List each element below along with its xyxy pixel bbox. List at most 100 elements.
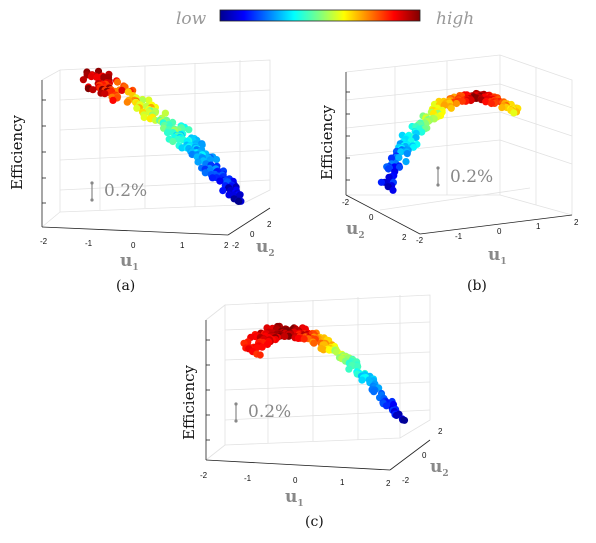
pts-a-point xyxy=(109,96,117,104)
panel-b-axes xyxy=(345,72,573,235)
pts-c-point xyxy=(332,348,340,356)
pts-c-point xyxy=(319,346,328,354)
panel-a-xtick-1: -1 xyxy=(85,239,93,248)
panel-b-zlabel: u2 xyxy=(346,219,365,241)
panel-b-points xyxy=(377,89,522,194)
pts-a-point xyxy=(178,144,186,152)
pts-b-point xyxy=(482,98,490,106)
panel-a-ztick-1: 0 xyxy=(250,230,255,239)
panel-b-xtick-2: 0 xyxy=(497,227,502,236)
pts-c-point xyxy=(263,340,272,348)
pts-b-point xyxy=(395,154,403,162)
pts-a-point xyxy=(113,78,122,86)
pts-c-point xyxy=(358,376,366,384)
panel-a-xtick-0: -2 xyxy=(40,237,48,246)
pts-a-point xyxy=(163,129,172,137)
pts-a-point xyxy=(216,177,224,185)
panel-a-points xyxy=(79,67,245,205)
panel-c-grid xyxy=(205,294,431,461)
pts-c-point xyxy=(325,346,333,354)
pts-c-point xyxy=(382,402,390,410)
panel-b-ztick-1: 0 xyxy=(369,213,374,222)
pts-a-point xyxy=(235,197,243,205)
colorbar: low high xyxy=(176,9,474,29)
pts-a-point xyxy=(101,90,109,98)
panel-b-caption: (b) xyxy=(467,278,487,294)
colorbar-high-label: high xyxy=(436,9,474,29)
panel-b-xlabel: u1 xyxy=(488,245,507,267)
pts-c-point xyxy=(281,332,289,340)
pts-a-point xyxy=(201,169,209,177)
pts-a-point xyxy=(219,187,227,195)
panel-c-scale-label: 0.2% xyxy=(248,402,291,422)
panel-a-ztick-0: -2 xyxy=(232,241,240,250)
pts-a-point xyxy=(140,113,148,122)
pts-b-point xyxy=(384,165,392,173)
pts-a-point xyxy=(194,158,202,166)
panel-b-ztick-0: 2 xyxy=(402,233,407,242)
panel-a-ztick-2: 2 xyxy=(267,220,272,229)
panel-c-ztick-1: 0 xyxy=(422,451,427,460)
pts-b-point xyxy=(447,104,455,112)
panel-b-xtick-3: 1 xyxy=(536,222,541,231)
panel-a-xtick-2: 0 xyxy=(131,241,136,250)
panel-c-ztick-0: -2 xyxy=(402,476,410,485)
panel-c-ylabel: Efficiency xyxy=(180,364,198,440)
panel-a-axes xyxy=(41,80,271,236)
pts-b-point xyxy=(395,163,404,171)
panel-b-scalebar: 0.2% xyxy=(436,166,493,187)
pts-a-point xyxy=(236,191,244,199)
panel-b-ylabel: Efficiency xyxy=(318,104,336,180)
panel-c: 0.2% -2 -1 0 1 2 -2 0 2 u1 u2 Efficiency… xyxy=(180,294,449,530)
pts-b-point xyxy=(387,154,396,162)
pts-a-point xyxy=(133,104,141,112)
pts-a-point xyxy=(118,86,126,94)
panel-c-points xyxy=(240,322,409,424)
pts-a-point xyxy=(185,126,193,134)
pts-b-point xyxy=(402,158,410,166)
pts-c-point xyxy=(392,411,400,419)
panel-a-xtick-4: 2 xyxy=(224,241,229,250)
colorbar-low-label: low xyxy=(176,9,207,29)
panel-c-axes xyxy=(205,320,431,471)
pts-a-point xyxy=(208,174,216,182)
pts-c-point xyxy=(256,351,264,359)
pts-b-point xyxy=(458,97,466,105)
panel-c-xlabel: u1 xyxy=(285,487,304,509)
panel-b-xtick-0: -2 xyxy=(416,236,424,245)
pts-a-point xyxy=(161,109,169,117)
panel-a-xlabel: u1 xyxy=(120,251,139,273)
panel-b: 0.2% -2 -1 0 1 2 2 0 -2 u1 u2 Efficiency… xyxy=(318,54,579,294)
pts-b-point xyxy=(389,186,397,194)
panel-a: 0.2% -2 -1 0 1 2 -2 0 2 u1 u2 Efficiency… xyxy=(8,59,275,294)
panel-a-zlabel: u2 xyxy=(256,237,275,259)
panel-b-xtick-4: 2 xyxy=(574,218,579,227)
pts-b-point xyxy=(403,150,411,158)
panel-c-caption: (c) xyxy=(305,514,324,530)
pts-b-point xyxy=(409,143,418,151)
panel-c-xtick-2: 0 xyxy=(293,476,298,485)
pts-b-point xyxy=(377,178,385,186)
pts-c-point xyxy=(300,335,308,343)
panel-a-xtick-3: 1 xyxy=(180,241,185,250)
pts-c-point xyxy=(258,343,266,351)
panel-c-ztick-2: 2 xyxy=(438,427,443,436)
panel-c-zlabel: u2 xyxy=(430,457,449,479)
pts-b-point xyxy=(452,99,461,108)
colorbar-gradient xyxy=(219,9,421,22)
pts-b-point xyxy=(397,148,405,156)
pts-b-point xyxy=(418,128,426,136)
pts-b-point xyxy=(510,109,518,117)
pts-a-point xyxy=(212,156,221,164)
pts-a-point xyxy=(93,73,101,81)
pts-a-point xyxy=(89,86,97,94)
panel-b-grid xyxy=(345,54,573,216)
panel-c-xtick-0: -2 xyxy=(200,471,208,480)
pts-c-point xyxy=(294,334,302,342)
panel-a-scalebar: 0.2% xyxy=(90,181,147,202)
panel-a-scale-label: 0.2% xyxy=(104,181,147,201)
panel-c-scalebar: 0.2% xyxy=(234,402,291,423)
panel-b-scale-label: 0.2% xyxy=(450,167,493,187)
panel-b-xtick-1: -1 xyxy=(455,232,463,241)
